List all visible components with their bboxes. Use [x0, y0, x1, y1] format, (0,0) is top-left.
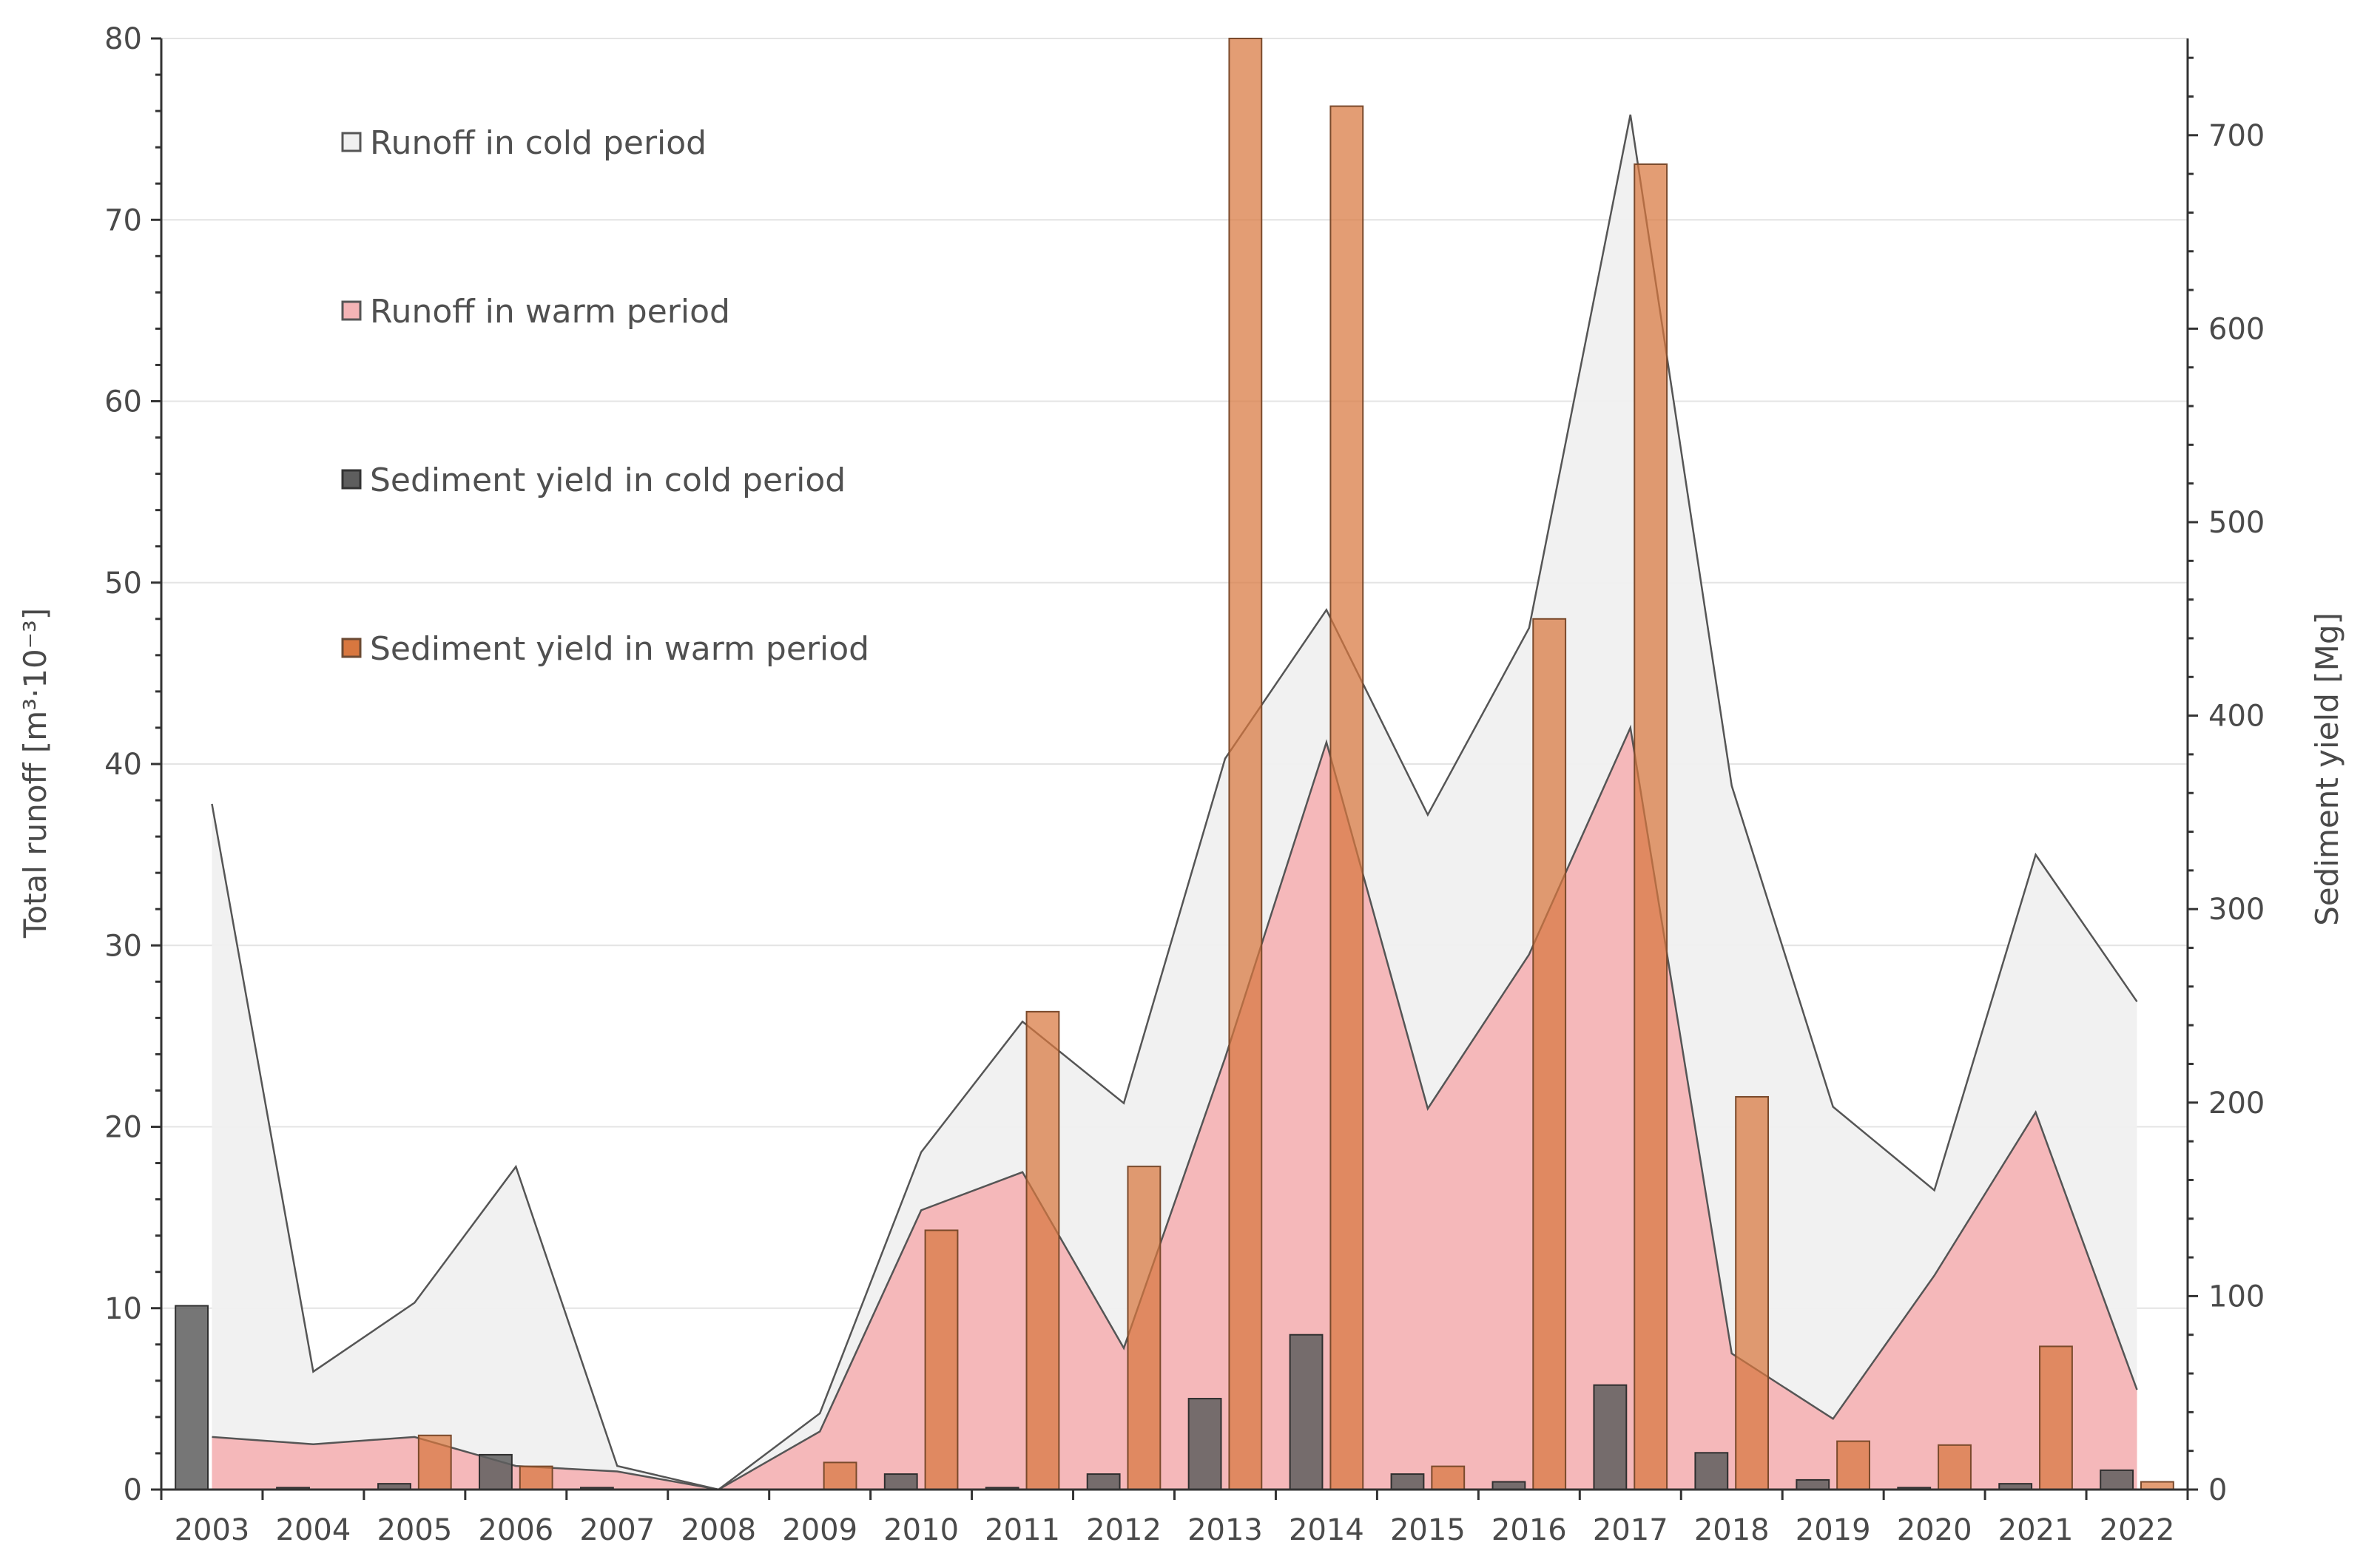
bar-sediment-cold-2022 — [2100, 1469, 2134, 1490]
legend-swatch-runoff-warm — [341, 300, 362, 321]
y2-tick-label-700: 700 — [2208, 119, 2265, 153]
y-axis-title: Total runoff [m³·10⁻³] — [17, 608, 53, 939]
y-tick-labels: 0 10 20 30 40 50 60 70 80 — [104, 22, 142, 1507]
y2-tick-label-300: 300 — [2208, 893, 2265, 927]
x-tick-label-2012: 2012 — [1086, 1513, 1162, 1547]
x-tick-label-2009: 2009 — [782, 1513, 857, 1547]
y2-axis-title: Sediment yield [Mg] — [2309, 612, 2345, 926]
y2-tick-label-600: 600 — [2208, 312, 2265, 346]
x-tick-label-2005: 2005 — [377, 1513, 452, 1547]
legend-swatch-runoff-cold — [341, 132, 362, 152]
y-tick-label-70: 70 — [104, 203, 142, 237]
x-tick-label-2021: 2021 — [1998, 1513, 2074, 1547]
bar-sediment-warm-2017 — [1634, 163, 1668, 1490]
bar-sediment-warm-2009 — [823, 1461, 857, 1490]
bar-sediment-cold-2017 — [1593, 1384, 1628, 1490]
axes — [151, 37, 2198, 1500]
legend-label-runoff-warm: Runoff in warm period — [370, 293, 730, 331]
bar-sediment-cold-2006 — [479, 1453, 513, 1490]
y-tick-label-10: 10 — [104, 1292, 142, 1326]
y2-tick-label-100: 100 — [2208, 1280, 2265, 1314]
x-tick-label-2017: 2017 — [1593, 1513, 1668, 1547]
bar-sediment-warm-2012 — [1127, 1166, 1162, 1491]
x-tick-label-2010: 2010 — [883, 1513, 959, 1547]
x-tick-label-2011: 2011 — [985, 1513, 1060, 1547]
x-tick-label-2019: 2019 — [1796, 1513, 1871, 1547]
bar-sediment-warm-2006 — [519, 1465, 553, 1491]
bar-sediment-cold-2019 — [1796, 1478, 1830, 1491]
bar-sediment-warm-2019 — [1836, 1440, 1870, 1490]
y2-tick-label-0: 0 — [2208, 1473, 2227, 1507]
legend-label-sediment-cold: Sediment yield in cold period — [370, 462, 846, 499]
y-tick-label-50: 50 — [104, 567, 142, 601]
legend-label-runoff-cold: Runoff in cold period — [370, 124, 707, 162]
legend: Runoff in cold period Runoff in warm per… — [341, 124, 869, 668]
bar-sediment-cold-2010 — [883, 1473, 918, 1491]
y-tick-label-0: 0 — [124, 1473, 142, 1507]
y-tick-label-30: 30 — [104, 929, 142, 963]
y-tick-label-60: 60 — [104, 385, 142, 419]
bar-sediment-warm-2005 — [417, 1434, 452, 1490]
y-tick-label-80: 80 — [104, 22, 142, 56]
sediment-bars — [175, 38, 2174, 1491]
y2-tick-label-500: 500 — [2208, 506, 2265, 540]
bar-sediment-warm-2013 — [1228, 38, 1263, 1490]
bar-sediment-warm-2014 — [1329, 105, 1364, 1490]
legend-swatch-sediment-cold — [341, 469, 362, 490]
x-tick-label-2004: 2004 — [276, 1513, 351, 1547]
x-tick-label-2015: 2015 — [1390, 1513, 1466, 1547]
bar-sediment-warm-2010 — [924, 1229, 959, 1491]
bar-sediment-warm-2021 — [2039, 1345, 2073, 1491]
bar-sediment-cold-2013 — [1187, 1398, 1222, 1490]
bar-sediment-warm-2020 — [1938, 1444, 1972, 1491]
x-tick-label-2022: 2022 — [2100, 1513, 2175, 1547]
bar-sediment-warm-2011 — [1025, 1010, 1060, 1490]
x-tick-label-2007: 2007 — [579, 1513, 655, 1547]
y-tick-label-40: 40 — [104, 748, 142, 782]
bar-sediment-cold-2012 — [1086, 1473, 1121, 1491]
x-tick-labels: 2003 2004 2005 2006 2007 2008 2009 2010 2011 2012… — [175, 1513, 2175, 1547]
legend-swatch-sediment-warm — [341, 638, 362, 658]
x-tick-label-2013: 2013 — [1187, 1513, 1263, 1547]
x-tick-label-2020: 2020 — [1897, 1513, 1972, 1547]
y2-tick-labels: 0 100 200 300 400 500 600 700 — [2208, 119, 2265, 1507]
bar-sediment-cold-2015 — [1390, 1473, 1425, 1491]
x-tick-label-2018: 2018 — [1694, 1513, 1770, 1547]
x-tick-label-2006: 2006 — [478, 1513, 553, 1547]
x-tick-label-2014: 2014 — [1289, 1513, 1364, 1547]
y-tick-label-20: 20 — [104, 1111, 142, 1145]
bar-sediment-warm-2018 — [1735, 1095, 1770, 1490]
bar-sediment-warm-2015 — [1431, 1465, 1466, 1491]
bar-sediment-cold-2014 — [1289, 1334, 1324, 1490]
x-tick-label-2008: 2008 — [681, 1513, 756, 1547]
y2-tick-label-400: 400 — [2208, 700, 2265, 734]
line-runoff-in-cold-period — [211, 114, 2138, 1491]
bar-sediment-cold-2016 — [1491, 1481, 1526, 1491]
x-tick-label-2016: 2016 — [1491, 1513, 1567, 1547]
bar-sediment-cold-2018 — [1694, 1452, 1729, 1491]
bar-sediment-cold-2003 — [175, 1305, 209, 1490]
legend-label-sediment-warm: Sediment yield in warm period — [370, 630, 869, 668]
bar-sediment-warm-2022 — [2140, 1481, 2174, 1491]
y2-tick-label-200: 200 — [2208, 1086, 2265, 1120]
x-tick-label-2003: 2003 — [175, 1513, 250, 1547]
bar-sediment-warm-2016 — [1532, 618, 1567, 1490]
